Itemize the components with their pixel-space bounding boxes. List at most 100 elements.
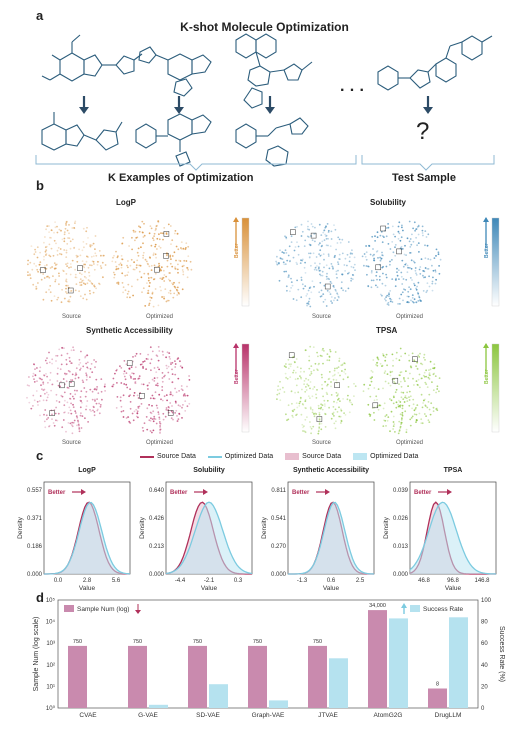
tsne-point	[114, 372, 116, 375]
tsne-point	[81, 249, 84, 252]
tsne-point	[388, 291, 390, 294]
tsne-point	[352, 274, 355, 277]
tsne-point	[156, 224, 159, 227]
tsne-point	[323, 399, 326, 402]
x-tick-label: 96.8	[447, 578, 459, 584]
tsne-point	[95, 388, 98, 391]
tsne-point	[155, 371, 158, 373]
tsne-point	[37, 282, 39, 284]
better-label: Better	[234, 369, 240, 384]
tsne-point	[289, 365, 292, 368]
tsne-point	[140, 383, 143, 386]
tsne-point	[78, 358, 81, 361]
tsne-point	[65, 222, 67, 225]
tsne-point	[55, 419, 57, 422]
tsne-point	[36, 246, 39, 249]
tsne-point	[180, 388, 183, 390]
tsne-point	[438, 265, 440, 267]
y-tick-label: 0.541	[271, 516, 287, 522]
better-arrowhead	[81, 489, 86, 495]
tsne-point	[330, 296, 333, 298]
tsne-point	[175, 409, 178, 412]
tsne-point	[401, 248, 404, 250]
tsne-point	[322, 231, 325, 234]
bar-success-rate	[149, 704, 168, 708]
tsne-point	[129, 407, 132, 410]
tsne-point	[184, 394, 187, 397]
tsne-point	[301, 230, 304, 233]
tsne-point	[78, 427, 81, 429]
tsne-point	[84, 263, 86, 266]
tsne-point	[65, 291, 67, 293]
tsne-point	[382, 235, 384, 238]
tsne-point	[146, 262, 149, 265]
tsne-point	[301, 258, 304, 261]
tsne-point	[333, 422, 336, 425]
tsne-point	[286, 377, 289, 380]
tsne-point	[290, 235, 293, 238]
tsne-point	[400, 236, 403, 239]
tsne-point	[309, 244, 312, 246]
tsne-point	[75, 283, 78, 285]
tsne-point	[71, 259, 74, 262]
tsne-point	[80, 412, 82, 415]
tsne-point	[43, 241, 45, 244]
tsne-point	[320, 422, 323, 425]
tsne-point	[400, 293, 403, 296]
tsne-point	[79, 369, 81, 371]
tsne-point	[403, 253, 406, 256]
tsne-point	[174, 363, 177, 365]
tsne-point	[111, 385, 114, 388]
tsne-point	[149, 282, 151, 284]
better-label: Better	[234, 243, 240, 258]
tsne-point	[307, 289, 310, 292]
tsne-point	[50, 389, 52, 392]
tsne-point	[82, 241, 85, 243]
tsne-point	[418, 251, 420, 253]
tsne-point	[180, 385, 183, 387]
tsne-point	[142, 242, 144, 245]
tsne-point	[418, 356, 421, 358]
tsne-point	[66, 352, 69, 355]
tsne-point	[413, 298, 416, 301]
tsne-point	[427, 376, 430, 379]
tsne-point	[141, 291, 143, 294]
y-left-tick: 10¹	[46, 684, 55, 690]
tsne-point	[370, 279, 373, 282]
tsne-point	[138, 230, 141, 233]
tsne-point	[327, 277, 329, 280]
tsne-point	[165, 394, 168, 396]
tsne-point	[173, 251, 176, 254]
tsne-point	[132, 356, 134, 358]
tsne-point	[287, 274, 290, 277]
tsne-point	[297, 391, 300, 394]
tsne-point	[396, 274, 399, 277]
tsne-point	[341, 363, 344, 366]
tsne-point	[307, 225, 309, 228]
tsne-point	[385, 296, 387, 298]
tsne-point	[318, 427, 321, 429]
tsne-point	[133, 394, 135, 397]
tsne-point	[384, 415, 387, 418]
tsne-point	[317, 355, 319, 358]
tsne-point	[35, 285, 38, 288]
tsne-point	[283, 263, 286, 266]
tsne-point	[188, 375, 191, 377]
tsne-point	[150, 358, 153, 361]
y-axis-label: Density	[261, 516, 268, 538]
tsne-point	[85, 374, 88, 376]
tsne-point	[85, 378, 88, 381]
tsne-point	[376, 231, 379, 234]
tsne-point	[66, 292, 68, 295]
tsne-point	[138, 270, 141, 273]
tsne-point	[63, 249, 66, 251]
tsne-point	[151, 291, 154, 294]
tsne-point	[159, 277, 162, 280]
tsne-point	[309, 252, 312, 255]
tsne-point	[329, 280, 332, 283]
tsne-point	[418, 268, 421, 271]
tsne-point	[385, 425, 387, 427]
y-tick-label: 0.426	[149, 516, 165, 522]
tsne-point	[438, 390, 440, 393]
